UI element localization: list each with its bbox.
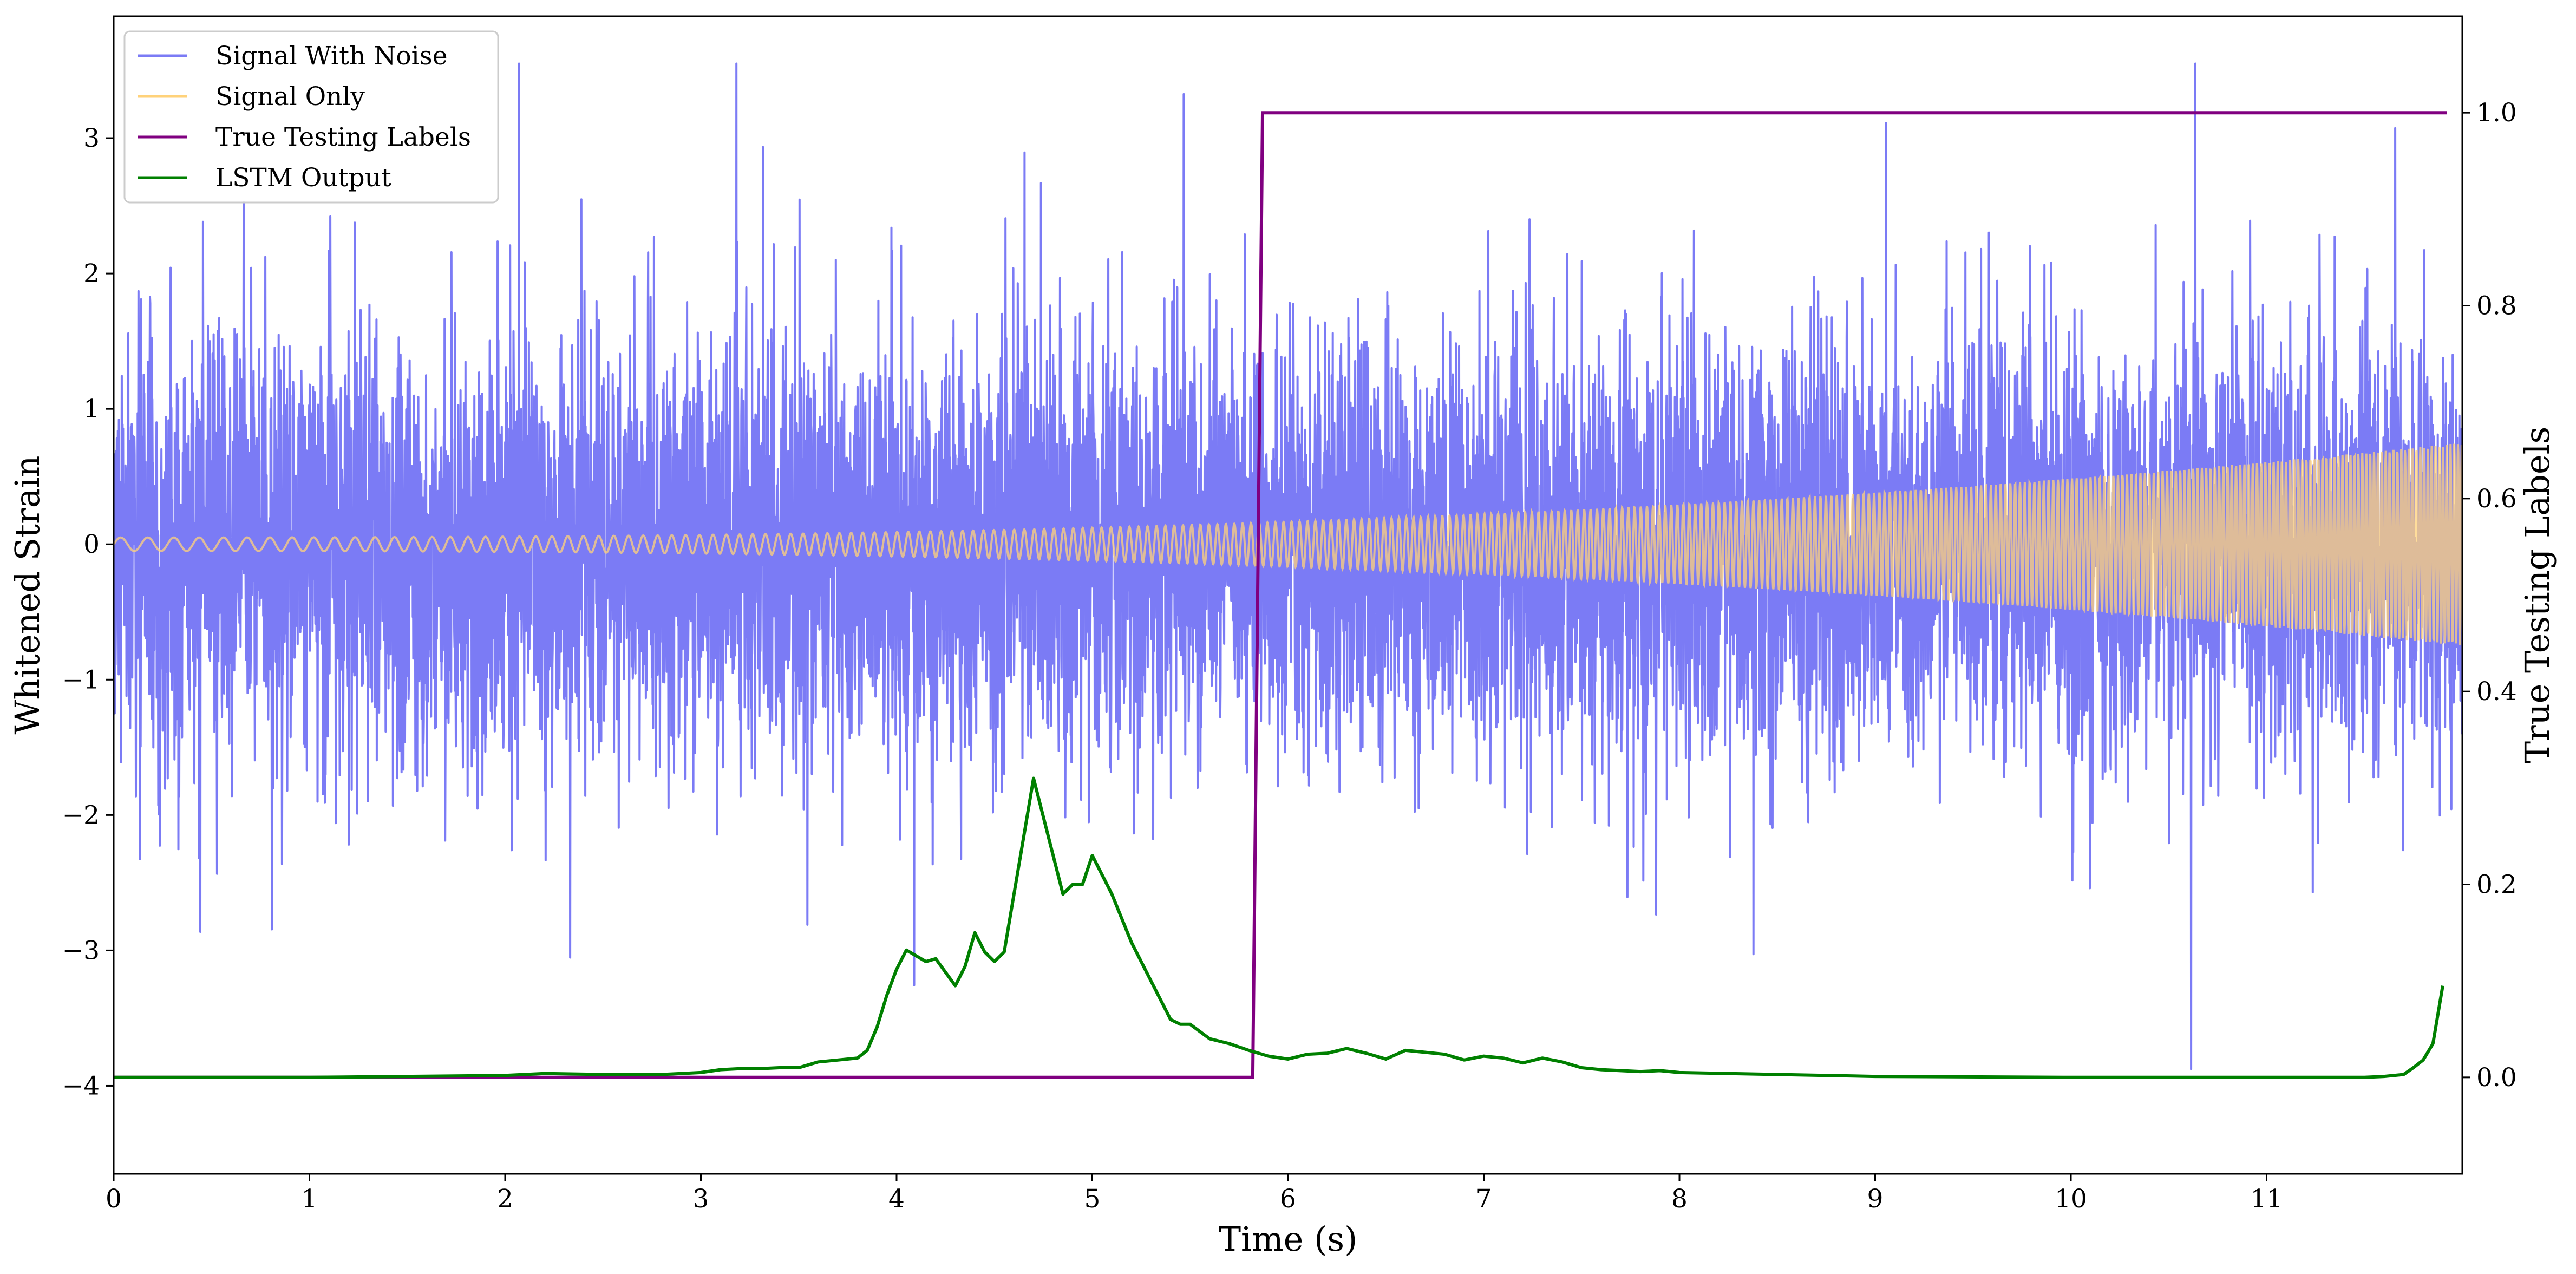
y-right-axis-label: True Testing Labels xyxy=(2518,427,2557,764)
x-tick-label: 0 xyxy=(106,1184,122,1214)
x-tick-label: 7 xyxy=(1476,1184,1492,1214)
legend-item-signal-with-noise: Signal With Noise xyxy=(138,41,448,71)
y-left-tick-label: 1 xyxy=(83,394,100,424)
x-tick-label: 11 xyxy=(2251,1184,2283,1214)
legend: Signal With Noise Signal Only True Testi… xyxy=(123,30,499,204)
y-right-tick-label: 0.0 xyxy=(2476,1063,2517,1093)
legend-label-signal-with-noise: Signal With Noise xyxy=(215,41,448,71)
x-axis: 0 1 2 3 4 5 6 7 8 9 10 11 xyxy=(106,1174,2283,1214)
y-left-tick-label: −3 xyxy=(62,936,100,965)
y-right-tick-label: 0.4 xyxy=(2476,677,2517,707)
y-left-tick-label: 2 xyxy=(83,259,100,289)
legend-label-lstm-output: LSTM Output xyxy=(215,163,391,193)
y-right-axis: 0.0 0.2 0.4 0.6 0.8 1.0 xyxy=(2462,98,2517,1093)
legend-item-true-testing-labels: True Testing Labels xyxy=(138,122,471,152)
y-left-tick-label: −4 xyxy=(62,1071,100,1101)
y-right-tick-label: 0.6 xyxy=(2476,484,2517,514)
y-left-tick-label: 3 xyxy=(83,123,100,153)
y-left-axis-label: Whitened Strain xyxy=(8,456,47,735)
x-tick-label: 1 xyxy=(302,1184,318,1214)
x-tick-label: 8 xyxy=(1671,1184,1688,1214)
x-tick-label: 4 xyxy=(888,1184,905,1214)
x-tick-label: 2 xyxy=(497,1184,513,1214)
legend-label-true-testing-labels: True Testing Labels xyxy=(215,122,471,152)
series-lstm-output xyxy=(114,776,2444,1079)
x-tick-label: 6 xyxy=(1280,1184,1296,1214)
x-tick-label: 9 xyxy=(1867,1184,1884,1214)
series-true-testing-labels xyxy=(114,111,2447,1079)
y-left-axis: −4 −3 −2 −1 0 1 2 3 xyxy=(62,123,114,1101)
x-tick-label: 3 xyxy=(693,1184,709,1214)
y-left-tick-label: 0 xyxy=(83,530,100,559)
legend-box xyxy=(123,30,499,204)
y-left-tick-label: −2 xyxy=(62,800,100,830)
series-signal-only xyxy=(114,443,2462,645)
series-layer xyxy=(114,62,2462,1079)
x-tick-label: 5 xyxy=(1084,1184,1101,1214)
y-right-tick-label: 0.8 xyxy=(2476,291,2517,321)
legend-item-signal-only: Signal Only xyxy=(138,82,365,112)
legend-item-lstm-output: LSTM Output xyxy=(138,163,391,193)
y-left-tick-label: −1 xyxy=(62,665,100,695)
x-tick-label: 10 xyxy=(2055,1184,2087,1214)
legend-label-signal-only: Signal Only xyxy=(215,82,365,112)
x-axis-label: Time (s) xyxy=(1219,1219,1358,1259)
y-right-tick-label: 1.0 xyxy=(2476,98,2517,128)
y-right-tick-label: 0.2 xyxy=(2476,870,2517,900)
